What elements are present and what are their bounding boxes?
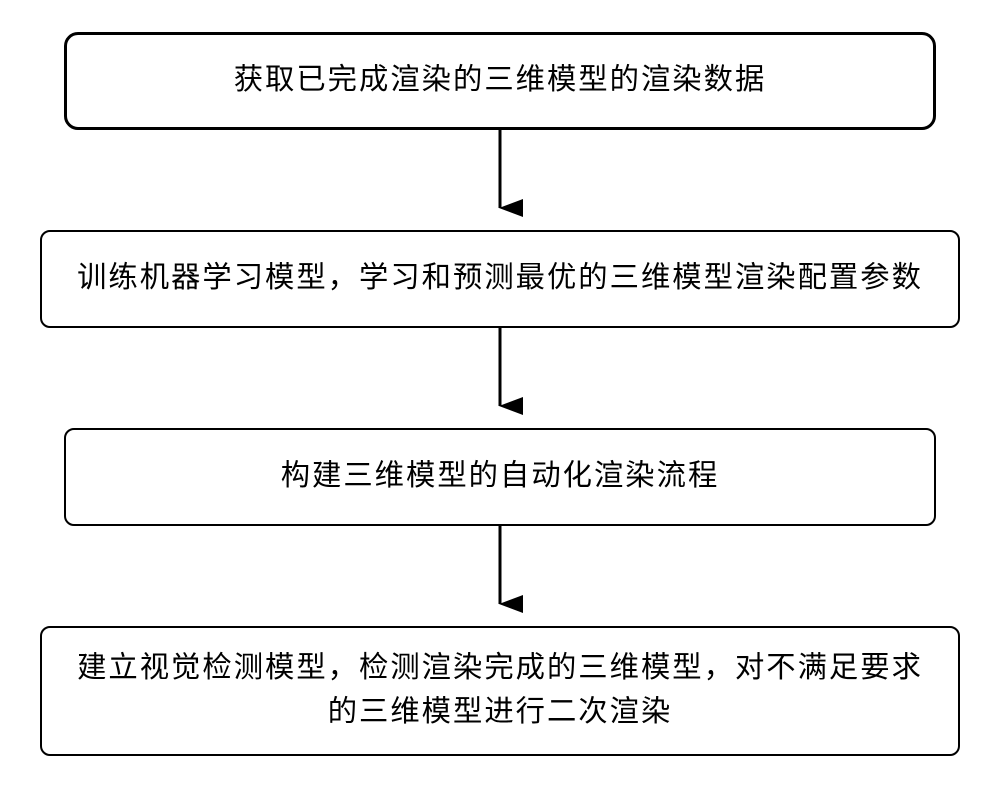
flowchart-node-step1: 获取已完成渲染的三维模型的渲染数据 <box>64 32 936 130</box>
flowchart-node-step2: 训练机器学习模型，学习和预测最优的三维模型渲染配置参数 <box>40 230 960 328</box>
flowchart-canvas: 获取已完成渲染的三维模型的渲染数据训练机器学习模型，学习和预测最优的三维模型渲染… <box>0 0 1000 795</box>
flowchart-node-step3: 构建三维模型的自动化渲染流程 <box>64 428 936 526</box>
flowchart-node-step4: 建立视觉检测模型，检测渲染完成的三维模型，对不满足要求 的三维模型进行二次渲染 <box>40 626 960 756</box>
